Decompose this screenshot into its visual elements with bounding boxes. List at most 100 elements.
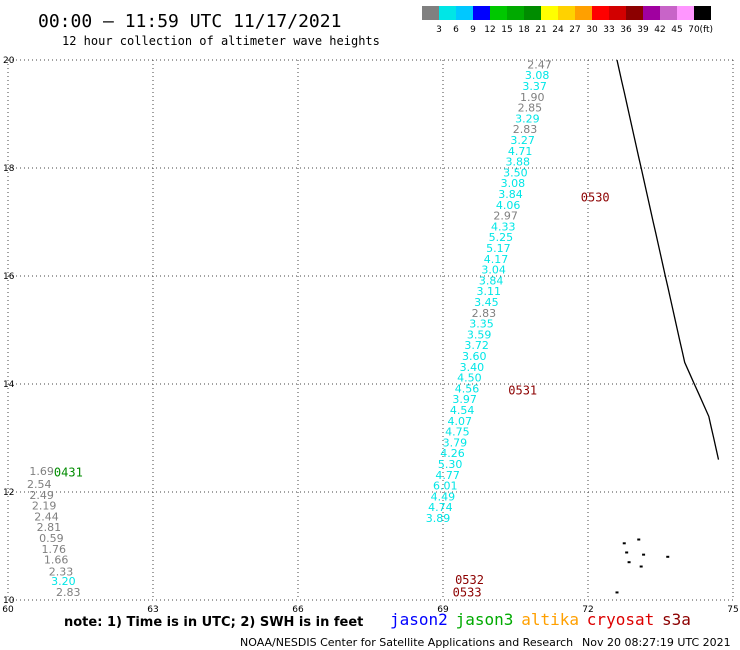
colorbar-tick-label: 30 bbox=[586, 25, 598, 35]
colorbar-swatch bbox=[677, 6, 694, 20]
swh-value: 4.49 bbox=[431, 490, 456, 503]
timestamp-text: Nov 20 08:27:19 UTC 2021 bbox=[582, 636, 731, 649]
y-tick-label: 12 bbox=[3, 488, 14, 498]
swh-value: 2.81 bbox=[37, 521, 62, 534]
colorbar-swatch bbox=[541, 6, 558, 20]
colorbar-tick-label: 39 bbox=[637, 25, 649, 35]
swh-value: 2.83 bbox=[513, 123, 538, 136]
pass-time-label: 0431 bbox=[54, 466, 83, 480]
chart-subtitle: 12 hour collection of altimeter wave hei… bbox=[62, 34, 380, 48]
colorbar-tick-label: 18 bbox=[518, 25, 530, 35]
x-tick-label: 63 bbox=[147, 605, 158, 615]
legend-item-jason3: jason3 bbox=[456, 610, 514, 629]
y-tick-label: 14 bbox=[3, 380, 15, 390]
swh-value: 3.40 bbox=[460, 361, 485, 374]
colorbar-swatch bbox=[575, 6, 592, 20]
swh-value: 1.69 bbox=[29, 465, 54, 478]
swh-value: 3.84 bbox=[498, 188, 523, 201]
colorbar-swatch bbox=[626, 6, 643, 20]
pass-time-label: 0533 bbox=[453, 585, 482, 599]
colorbar-tick-label: 21 bbox=[535, 25, 546, 35]
swh-value: 3.60 bbox=[462, 350, 487, 363]
swh-value: 3.29 bbox=[515, 112, 540, 125]
coastline-path bbox=[616, 59, 720, 460]
swh-value: 5.30 bbox=[438, 458, 463, 471]
swh-value: 4.50 bbox=[457, 372, 482, 385]
legend-item-altika: altika bbox=[521, 610, 579, 629]
swh-value: 2.44 bbox=[34, 510, 59, 523]
island bbox=[627, 561, 631, 564]
swh-value: 4.71 bbox=[508, 145, 533, 158]
island bbox=[615, 591, 619, 594]
legend-item-jason2: jason2 bbox=[390, 610, 448, 629]
x-tick-label: 72 bbox=[582, 605, 593, 615]
swh-value: 6.01 bbox=[433, 480, 458, 493]
swh-value: 5.25 bbox=[489, 231, 514, 244]
swh-value: 4.33 bbox=[491, 220, 516, 233]
island bbox=[637, 538, 641, 541]
swh-value: 1.76 bbox=[42, 543, 67, 556]
y-tick-label: 18 bbox=[3, 164, 15, 174]
island bbox=[622, 542, 626, 545]
colorbar-tick-label: 27 bbox=[569, 25, 580, 35]
swh-value: 2.47 bbox=[527, 58, 552, 71]
swh-value: 3.59 bbox=[467, 328, 492, 341]
swh-value: 2.85 bbox=[518, 102, 543, 115]
x-tick-label: 75 bbox=[727, 605, 738, 615]
colorbar-tick-label: 12 bbox=[484, 25, 495, 35]
swh-value: 4.07 bbox=[448, 415, 473, 428]
swh-value: 2.49 bbox=[29, 489, 54, 502]
swh-value: 0.59 bbox=[39, 532, 64, 545]
legend-item-s3a: s3a bbox=[662, 610, 691, 629]
swh-value: 3.50 bbox=[503, 166, 528, 179]
swh-value: 4.56 bbox=[455, 382, 480, 395]
satellite-legend: jason2 jason3 altika cryosat s3a bbox=[390, 610, 691, 629]
swh-value: 3.08 bbox=[525, 69, 550, 82]
swh-value: 4.26 bbox=[440, 447, 465, 460]
swh-value: 3.89 bbox=[426, 512, 451, 525]
swh-value: 3.97 bbox=[452, 393, 477, 406]
colorbar-tick-label: 33 bbox=[603, 25, 614, 35]
colorbar-swatch bbox=[660, 6, 677, 20]
island bbox=[639, 565, 643, 568]
swh-value: 3.79 bbox=[443, 436, 468, 449]
swh-value: 2.97 bbox=[493, 210, 518, 223]
swh-value: 3.04 bbox=[481, 264, 506, 277]
swh-value: 4.75 bbox=[445, 426, 470, 439]
island bbox=[642, 553, 646, 556]
swh-values: 1.692.542.492.192.442.810.591.761.662.33… bbox=[27, 58, 552, 599]
pass-time-label: 0530 bbox=[581, 191, 610, 205]
swh-value: 2.83 bbox=[56, 586, 81, 599]
colorbar-swatch bbox=[456, 6, 473, 20]
colorbar-swatch bbox=[643, 6, 660, 20]
colorbar-tick-label: 42 bbox=[654, 25, 665, 35]
swh-value: 2.33 bbox=[49, 565, 74, 578]
swh-value: 2.54 bbox=[27, 478, 52, 491]
swh-value: 3.20 bbox=[51, 575, 76, 588]
x-tick-label: 69 bbox=[437, 605, 449, 615]
swh-value: 3.37 bbox=[522, 80, 547, 93]
axis-tick-labels: 60 63 66 69 72 75 10 12 14 16 18 20 bbox=[2, 56, 738, 615]
colorbar-swatch bbox=[694, 6, 711, 20]
swh-value: 4.54 bbox=[450, 404, 475, 417]
colorbar-tick-label: 45 bbox=[671, 25, 682, 35]
colorbar-tick-label: 6 bbox=[453, 25, 459, 35]
colorbar-swatch bbox=[507, 6, 524, 20]
lat-lon-grid bbox=[7, 59, 734, 601]
swh-value: 2.83 bbox=[472, 307, 497, 320]
swh-value: 3.88 bbox=[506, 156, 531, 169]
island bbox=[666, 555, 670, 558]
swh-value: 3.45 bbox=[474, 296, 499, 309]
swh-value: 3.35 bbox=[469, 318, 494, 331]
colorbar-swatch bbox=[473, 6, 490, 20]
x-tick-label: 66 bbox=[292, 605, 304, 615]
colorbar-swatch bbox=[422, 6, 439, 20]
swh-value: 2.19 bbox=[32, 500, 57, 513]
swh-value: 4.17 bbox=[484, 253, 509, 266]
pass-time-label: 0531 bbox=[508, 383, 537, 397]
coastline bbox=[615, 59, 720, 594]
colorbar-tick-label: 70 bbox=[688, 25, 700, 35]
colorbar-tick-label: 15 bbox=[501, 25, 512, 35]
colorbar-swatch bbox=[558, 6, 575, 20]
